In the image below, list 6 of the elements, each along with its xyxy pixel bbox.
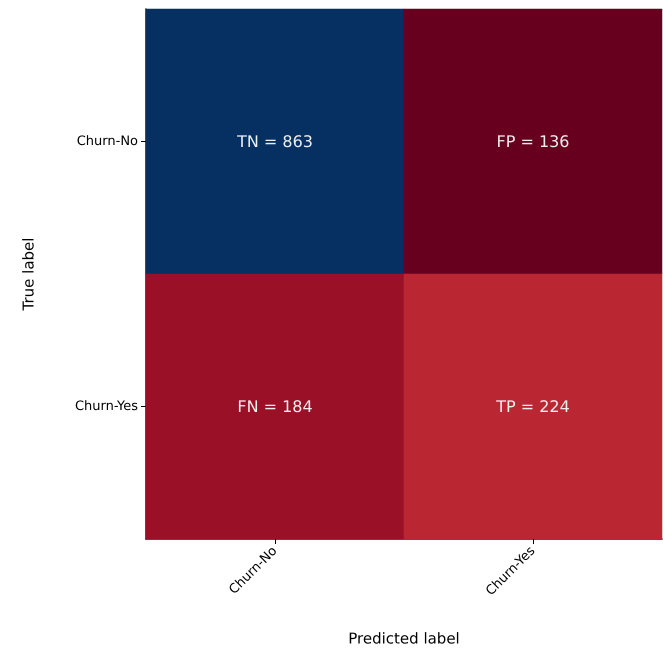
y-axis-title: True label: [20, 238, 38, 312]
data-label: TP = 224: [495, 397, 570, 416]
x-axis-title: Predicted label: [348, 630, 460, 648]
data-label: TN = 863: [236, 132, 313, 151]
data-label: FN = 184: [237, 397, 313, 416]
data-label: FP = 136: [496, 132, 570, 151]
